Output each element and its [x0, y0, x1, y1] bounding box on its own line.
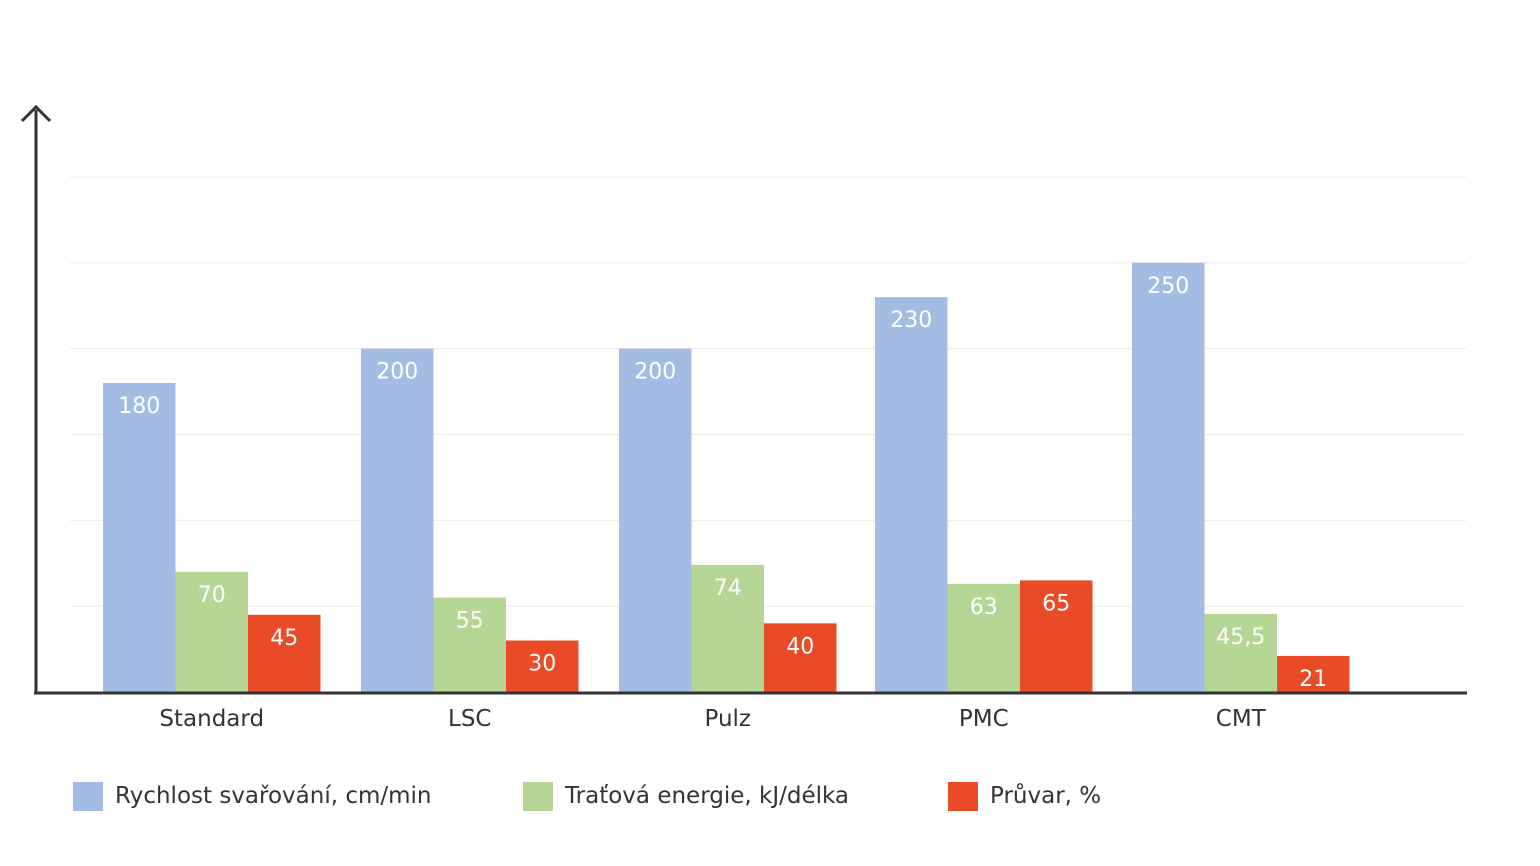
- value-label-energy-standard: 70: [198, 583, 226, 608]
- axes: [20, 104, 1467, 695]
- x-tick-label-pmc: PMC: [959, 706, 1009, 732]
- x-tick-label-lsc: LSC: [448, 706, 491, 732]
- value-label-energy-pulz: 74: [714, 576, 742, 601]
- bar-speed-pmc: [875, 297, 948, 692]
- value-label-penetration-cmt: 21: [1299, 667, 1327, 692]
- bar-energy-pmc: [947, 583, 1020, 692]
- value-label-energy-lsc: 55: [456, 609, 484, 634]
- bar-energy-lsc: [433, 597, 506, 692]
- bar-penetration-cmt: [1277, 655, 1350, 692]
- value-label-speed-lsc: 200: [376, 360, 418, 385]
- value-label-speed-standard: 180: [118, 394, 160, 419]
- bar-energy-pulz: [691, 564, 764, 692]
- legend-label-speed: Rychlost svařování, cm/min: [115, 783, 432, 809]
- legend-label-energy: Traťová energie, kJ/délka: [565, 783, 850, 809]
- bar-penetration-lsc: [506, 640, 579, 692]
- legend-swatch-speed: [73, 781, 103, 811]
- value-label-speed-pulz: 200: [634, 360, 676, 385]
- value-label-penetration-lsc: 30: [528, 652, 556, 677]
- value-labels: 180 70 45 200 55 30 200 74 40 230 63 65 250 45,5 21: [118, 274, 1327, 692]
- bars: [103, 262, 1350, 692]
- legend-label-penetration: Průvar, %: [990, 783, 1102, 809]
- value-label-penetration-pmc: 65: [1042, 591, 1070, 616]
- legend-swatch-energy: [523, 781, 553, 811]
- bar-energy-cmt: [1204, 613, 1277, 692]
- value-label-speed-pmc: 230: [890, 308, 932, 333]
- x-tick-label-standard: Standard: [159, 706, 264, 732]
- bar-speed-standard: [103, 383, 176, 692]
- bar-energy-standard: [175, 571, 248, 692]
- x-tick-label-pulz: Pulz: [704, 706, 751, 732]
- y-axis-arrow-icon: [20, 104, 52, 123]
- value-label-energy-cmt: 45,5: [1216, 625, 1265, 650]
- value-label-penetration-standard: 45: [270, 626, 298, 651]
- bar-penetration-standard: [248, 614, 321, 692]
- legend-item-energy: Traťová energie, kJ/délka: [523, 780, 849, 812]
- legend-item-penetration: Průvar, %: [948, 780, 1101, 812]
- gridlines: [70, 176, 1466, 607]
- value-label-energy-pmc: 63: [970, 595, 998, 620]
- legend-item-speed: Rychlost svařování, cm/min: [73, 780, 432, 812]
- bar-speed-pulz: [619, 348, 692, 692]
- bar-penetration-pulz: [764, 623, 837, 692]
- value-label-penetration-pulz: 40: [786, 634, 814, 659]
- legend: Rychlost svařování, cm/min Traťová energ…: [0, 780, 1540, 820]
- x-tick-label-cmt: CMT: [1216, 706, 1267, 732]
- x-tick-labels: Standard LSC Pulz PMC CMT: [159, 706, 1266, 732]
- legend-swatch-penetration: [948, 781, 978, 811]
- bar-penetration-pmc: [1020, 580, 1093, 692]
- bar-speed-lsc: [361, 348, 434, 692]
- value-label-speed-cmt: 250: [1147, 274, 1189, 299]
- bar-speed-cmt: [1132, 262, 1205, 692]
